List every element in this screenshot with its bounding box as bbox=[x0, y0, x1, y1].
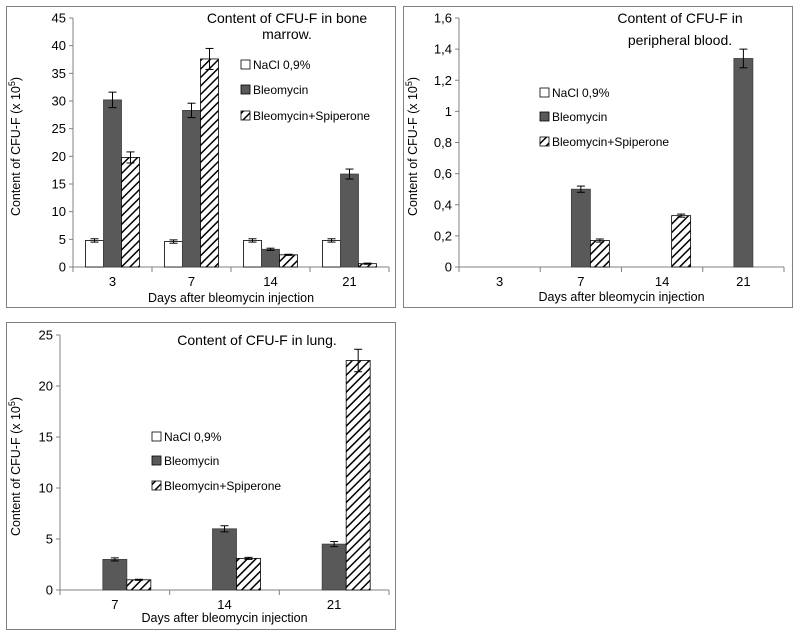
legend-swatch bbox=[539, 111, 550, 122]
y-tick-label: 25 bbox=[39, 328, 53, 343]
y-tick-label: 0,8 bbox=[434, 135, 452, 150]
y-tick-label: 0 bbox=[46, 583, 53, 598]
bar bbox=[102, 558, 128, 591]
y-tick-label: 1,4 bbox=[434, 42, 452, 57]
chart-title: peripheral blood. bbox=[628, 32, 732, 48]
lung-chart: 0 5 10 15 20 25 7 14 21 Content of CFU-F in lung.… bbox=[7, 328, 390, 625]
y-tick-label: 0,6 bbox=[434, 166, 452, 181]
legend-label: Bleomycin bbox=[253, 83, 308, 97]
bar bbox=[236, 557, 261, 591]
bar bbox=[164, 241, 183, 268]
legend-label: NaCl 0,9% bbox=[164, 430, 222, 444]
x-tick-label: 14 bbox=[217, 597, 231, 612]
bar bbox=[85, 240, 104, 268]
bar bbox=[261, 248, 280, 268]
bar bbox=[589, 240, 610, 268]
x-tick-label: 7 bbox=[188, 274, 195, 289]
legend-swatch bbox=[539, 87, 550, 98]
y-tick-label: 1,2 bbox=[434, 73, 452, 88]
bar bbox=[340, 173, 359, 268]
y-axis-label: Content of CFU-F (x 105) bbox=[404, 77, 420, 216]
y-tick-label: 0,4 bbox=[434, 197, 452, 212]
legend-swatch bbox=[240, 84, 251, 95]
y-tick-label: 0,2 bbox=[434, 228, 452, 243]
bar bbox=[243, 240, 262, 268]
legend-label: Bleomycin+Spiperone bbox=[552, 135, 669, 149]
x-axis-label: Days after bleomycin injection bbox=[538, 290, 704, 304]
lung-chart-panel: 0 5 10 15 20 25 7 14 21 Content of CFU-F in lung.… bbox=[6, 322, 396, 630]
legend-swatch bbox=[151, 431, 162, 442]
x-tick-label: 3 bbox=[109, 274, 116, 289]
bar bbox=[345, 360, 371, 591]
legend-swatch bbox=[151, 455, 162, 466]
bar bbox=[279, 254, 298, 268]
x-axis-label: Days after bleomycin injection bbox=[141, 611, 307, 625]
x-tick-label: 21 bbox=[736, 274, 750, 289]
legend-label: Bleomycin bbox=[164, 454, 219, 468]
y-tick-label: 10 bbox=[39, 481, 53, 496]
x-axis-label: Days after bleomycin injection bbox=[148, 291, 314, 305]
x-tick-label: 21 bbox=[327, 597, 341, 612]
bar bbox=[570, 188, 591, 268]
legend-swatch bbox=[240, 110, 251, 121]
legend-label: Bleomycin+Spiperone bbox=[164, 479, 281, 493]
bone-marrow-chart-panel: 0 5 10 15 20 25 30 35 40 45 3 7 14 21 Content of CFU-F… bbox=[6, 6, 396, 308]
legend-label: NaCl 0,9% bbox=[552, 86, 610, 100]
x-tick-label: 14 bbox=[263, 274, 277, 289]
x-tick-label: 3 bbox=[496, 274, 503, 289]
legend-label: Bleomycin bbox=[552, 110, 607, 124]
legend-swatch bbox=[539, 136, 550, 147]
y-axis-label: Content of CFU-F (x 105) bbox=[7, 77, 23, 216]
legend-swatch bbox=[240, 59, 251, 70]
peripheral-blood-chart: 0 0,2 0,4 0,6 0,8 1 1,2 1,4 1,6 3 7 14 21 Content of … bbox=[404, 10, 785, 304]
y-tick-label: 10 bbox=[52, 204, 66, 219]
y-axis-label: Content of CFU-F (x 105) bbox=[7, 397, 23, 536]
y-tick-label: 35 bbox=[52, 66, 66, 81]
bone-marrow-chart: 0 5 10 15 20 25 30 35 40 45 3 7 14 21 Content of CFU-F… bbox=[7, 10, 390, 305]
y-tick-label: 20 bbox=[39, 379, 53, 394]
bar bbox=[212, 528, 237, 591]
y-tick-label: 40 bbox=[52, 38, 66, 53]
bar bbox=[200, 58, 219, 268]
y-tick-label: 15 bbox=[52, 177, 66, 192]
y-tick-label: 45 bbox=[52, 11, 66, 26]
bar bbox=[733, 58, 754, 268]
y-tick-label: 5 bbox=[59, 232, 66, 247]
chart-title: Content of CFU-F in bbox=[617, 10, 742, 26]
x-tick-label: 14 bbox=[655, 274, 669, 289]
x-tick-label: 7 bbox=[111, 597, 118, 612]
y-tick-label: 25 bbox=[52, 121, 66, 136]
chart-title: Content of CFU-F in lung. bbox=[177, 332, 337, 348]
y-tick-label: 20 bbox=[52, 149, 66, 164]
y-tick-label: 1,6 bbox=[434, 11, 452, 26]
bar bbox=[671, 215, 692, 268]
x-tick-label: 7 bbox=[577, 274, 584, 289]
bar bbox=[103, 99, 122, 268]
bar bbox=[121, 157, 140, 268]
chart-title: Content of CFU-F in bone bbox=[207, 10, 368, 26]
y-tick-label: 15 bbox=[39, 430, 53, 445]
y-tick-label: 0 bbox=[445, 260, 452, 275]
y-tick-label: 5 bbox=[46, 532, 53, 547]
x-tick-label: 21 bbox=[342, 274, 356, 289]
legend-label: NaCl 0,9% bbox=[253, 58, 311, 72]
bar bbox=[126, 579, 152, 591]
y-tick-label: 0 bbox=[59, 260, 66, 275]
y-tick-label: 30 bbox=[52, 94, 66, 109]
peripheral-blood-chart-panel: 0 0,2 0,4 0,6 0,8 1 1,2 1,4 1,6 3 7 14 21 Content of … bbox=[403, 6, 793, 308]
chart-title: marrow. bbox=[262, 26, 312, 42]
y-tick-label: 1 bbox=[445, 104, 452, 119]
legend-label: Bleomycin+Spiperone bbox=[253, 109, 370, 123]
bar bbox=[321, 543, 347, 591]
bar bbox=[322, 240, 341, 268]
legend-swatch bbox=[151, 480, 162, 491]
bar bbox=[182, 110, 201, 268]
